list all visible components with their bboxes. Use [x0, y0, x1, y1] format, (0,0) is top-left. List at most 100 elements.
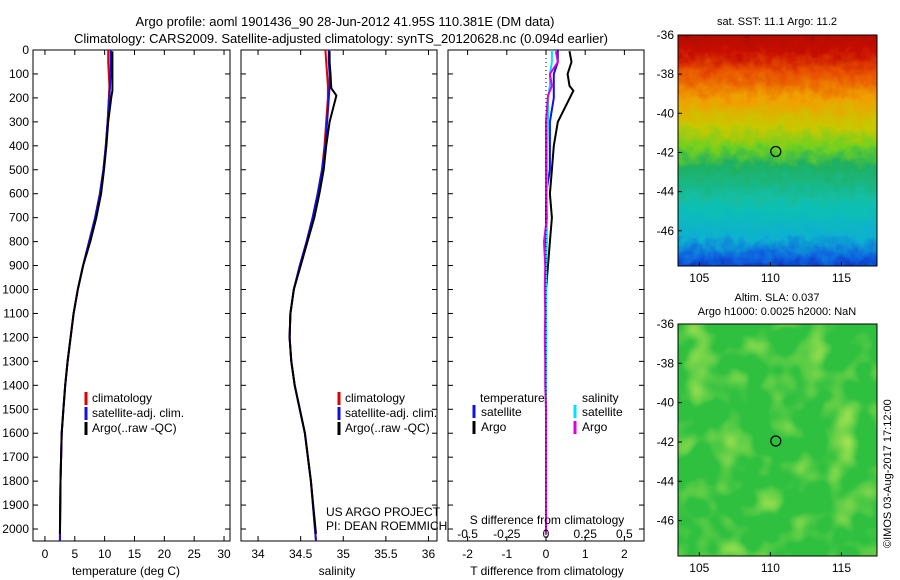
x-tick-label: 25	[188, 547, 202, 561]
y-tick-label: 400	[9, 139, 29, 153]
temperature-axes-frame	[32, 49, 231, 542]
series-argo-raw-qc--line	[58, 51, 114, 534]
sla-map-axes: 105 110 115 -36 -38 -40 -42 -44 -46	[657, 317, 852, 575]
y-tick-label: 1200	[2, 330, 29, 344]
t-difference-xlabel: T difference from climatology	[470, 564, 624, 578]
map-x-tick-label: 110	[761, 561, 780, 575]
y-tick-label: 300	[9, 115, 29, 129]
map-y-tick-label: -36	[657, 317, 675, 331]
sst-field	[678, 35, 877, 266]
salinity-y-ticks	[241, 49, 437, 530]
legend-temperature-title: temperature	[480, 391, 545, 405]
series-satellite-adj-clim--line	[58, 50, 112, 542]
map-y-tick-label: -44	[657, 185, 675, 199]
sst-heatmap	[678, 35, 877, 266]
temperature-series	[58, 50, 114, 542]
y-tick-label: 900	[9, 259, 29, 273]
difference-y-ticks	[448, 49, 644, 530]
difference-panel: -2 -1 0 1 2 T difference from climatology S …	[447, 49, 645, 578]
series-argo-raw-qc--line	[288, 51, 338, 534]
y-tick-label: 1900	[2, 498, 29, 512]
map-y-tick-label: -38	[657, 67, 675, 81]
difference-legend: temperature salinity satellite Argo sate…	[472, 391, 623, 434]
temperature-x-axis: 0 5 10 15 20 25 30	[42, 50, 231, 561]
map-y-tick-label: -46	[657, 224, 675, 238]
legend-satellite: satellite-adj. clim.	[345, 406, 437, 420]
map-y-tick-label: -40	[657, 396, 675, 410]
temperature-legend: climatology satellite-adj. clim. Argo(..…	[84, 391, 184, 435]
x-tick-label: 0	[543, 547, 550, 561]
map-y-tick-label: -38	[657, 356, 675, 370]
s-difference-label: S difference from climatology	[470, 513, 625, 527]
title-line-2: Climatology: CARS2009. Satellite-adjuste…	[74, 31, 608, 46]
pi-annotation: PI: DEAN ROEMMICH	[326, 519, 447, 533]
sla-map-panel: Altim. SLA: 0.037 Argo h1000: 0.0025 h20…	[657, 292, 878, 575]
x-tick-label: -1	[501, 547, 512, 561]
y-tick-label: 800	[9, 235, 29, 249]
salinity-legend: climatology satellite-adj. clim. Argo(..…	[337, 391, 437, 435]
salinity-x-axis: 34 34.5 35 35.5 36	[251, 50, 435, 561]
temperature-xlabel: temperature (deg C)	[72, 564, 180, 578]
sst-map-panel: sat. SST: 11.1 Argo: 11.2 105 110 115 -36 -3…	[657, 16, 878, 285]
sla-field-anomalies	[678, 324, 877, 556]
legend-t-argo: Argo	[481, 420, 507, 434]
x-tick-label: 1	[582, 547, 589, 561]
map-x-tick-label: 105	[689, 271, 709, 285]
y-tick-label: 0	[22, 43, 29, 57]
map-y-tick-label: -40	[657, 106, 675, 120]
sla-map-frame	[677, 323, 878, 557]
legend-salinity-title: salinity	[582, 391, 619, 405]
sla-map-title-2: Argo h1000: 0.0025 h2000: NaN	[698, 306, 856, 318]
argo-location-marker	[770, 145, 782, 158]
argo-location-marker	[770, 435, 782, 447]
map-x-tick-label: 105	[689, 561, 709, 575]
legend-climatology: climatology	[345, 391, 405, 405]
y-tick-label: 200	[9, 91, 29, 105]
x-tick-label: 30	[217, 547, 231, 561]
legend-climatology: climatology	[92, 391, 152, 405]
y-tick-label: 1400	[2, 378, 29, 392]
title-line-1: Argo profile: aoml 1901436_90 28-Jun-201…	[136, 14, 555, 29]
x-tick-label: 34	[251, 547, 265, 561]
x-tick-label: 20	[158, 547, 172, 561]
y-tick-label: 1700	[2, 450, 29, 464]
y-tick-label: 1500	[2, 402, 29, 416]
y-tick-label: 1000	[2, 283, 29, 297]
y-tick-label: 1600	[2, 426, 29, 440]
y-tick-label: 600	[9, 187, 29, 201]
legend-satellite: satellite-adj. clim.	[92, 406, 184, 420]
y-tick-label: 500	[9, 163, 29, 177]
depth-axis: 0 100 200 300 400 500 600 700 800 900 1000 1100 1200…	[2, 43, 230, 536]
s-diff-tick-label: -0.5	[457, 527, 478, 541]
legend-t-satellite: satellite	[481, 405, 522, 419]
s-diff-tick-label: 0	[543, 527, 550, 541]
sst-map-title: sat. SST: 11.1 Argo: 11.2	[717, 16, 837, 28]
legend-argo: Argo(..raw -QC)	[92, 421, 177, 435]
map-y-tick-label: -46	[657, 514, 675, 528]
x-tick-label: 5	[71, 547, 78, 561]
x-tick-label: 2	[621, 547, 628, 561]
map-y-tick-label: -36	[657, 28, 675, 42]
x-tick-label: -2	[462, 547, 473, 561]
difference-series	[543, 50, 575, 541]
s-diff-tick-label: 0.25	[574, 527, 598, 541]
salinity-panel: 34 34.5 35 35.5 36 salinity climatology sate…	[240, 49, 447, 578]
map-x-tick-label: 115	[832, 271, 851, 285]
s-diff-tick-label: 0.5	[616, 527, 633, 541]
x-tick-label: 10	[98, 547, 112, 561]
x-tick-label: 35	[337, 547, 351, 561]
y-tick-label: 100	[9, 67, 29, 81]
legend-argo: Argo(..raw -QC)	[345, 421, 430, 435]
sst-map-frame	[677, 34, 878, 267]
sla-map-title-1: Altim. SLA: 0.037	[735, 292, 820, 304]
series-climatology-line	[58, 50, 111, 542]
project-annotation: US ARGO PROJECT	[326, 505, 441, 519]
legend-s-satellite: satellite	[582, 405, 623, 419]
temperature-panel: 0100200300400500600700800900100011001200…	[2, 43, 231, 578]
sst-map-axes: 105 110 115 -36 -38 -40 -42 -44 -46	[657, 28, 852, 285]
map-y-tick-label: -42	[657, 145, 675, 159]
salinity-series	[288, 49, 338, 542]
salinity-axes-frame	[240, 49, 438, 542]
map-x-tick-label: 115	[832, 561, 851, 575]
